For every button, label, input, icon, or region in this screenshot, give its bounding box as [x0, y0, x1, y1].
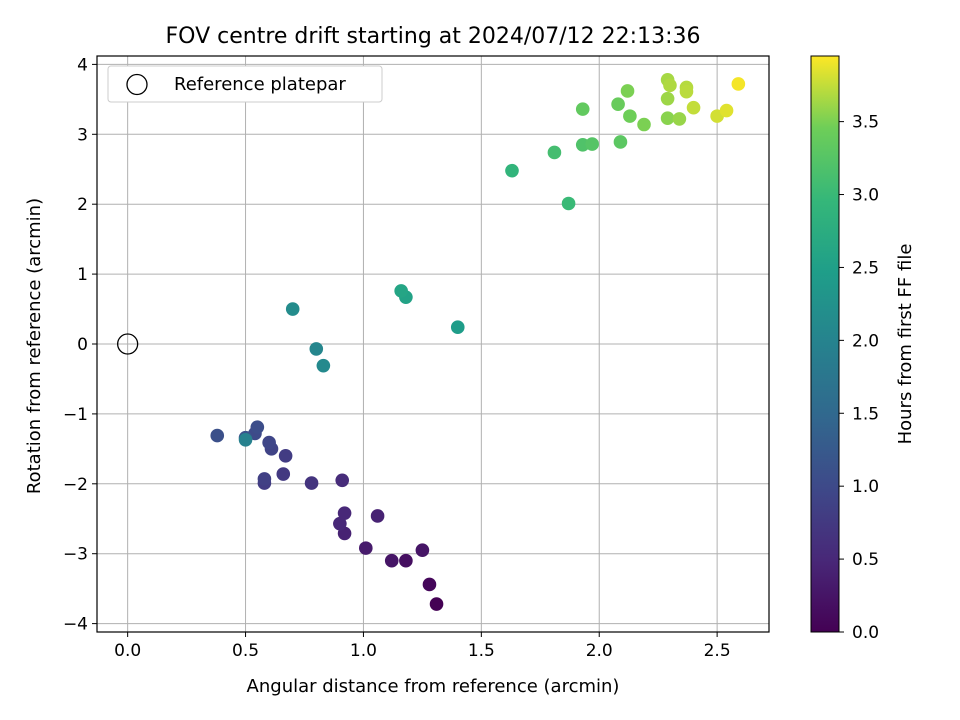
data-point [679, 84, 694, 99]
y-tick-label: 3 [77, 125, 88, 145]
x-tick-label: 2.0 [586, 641, 613, 661]
data-point [620, 84, 635, 98]
chart-title: FOV centre drift starting at 2024/07/12 … [166, 24, 701, 49]
colorbar-tick-label: 2.0 [852, 331, 879, 351]
colorbar-tick-label: 0.0 [852, 623, 879, 643]
data-point [611, 97, 625, 112]
colorbar-tick-label: 1.5 [852, 404, 879, 424]
data-point [415, 543, 430, 558]
data-point [316, 358, 331, 373]
reference-platepar-marker [117, 333, 139, 355]
data-point [686, 100, 701, 115]
data-point [547, 145, 562, 160]
y-tick-label: 0 [77, 335, 88, 355]
y-tick-label: 1 [77, 265, 88, 285]
data-point [613, 135, 628, 149]
colorbar-tick-label: 3.0 [852, 186, 879, 206]
data-point [429, 597, 444, 611]
data-point [394, 284, 408, 298]
x-tick-label: 2.5 [704, 641, 731, 661]
data-point [399, 553, 413, 568]
data-point [672, 112, 687, 126]
plot-frame [96, 55, 770, 633]
y-tick-label: −3 [63, 545, 88, 565]
data-point [257, 472, 272, 486]
data-point [422, 577, 437, 592]
data-point [660, 91, 675, 106]
data-point [384, 553, 399, 568]
data-point [335, 473, 350, 488]
data-point [276, 467, 291, 481]
data-point [309, 342, 324, 356]
data-point [731, 77, 746, 91]
data-point [637, 117, 651, 132]
data-point [663, 78, 677, 93]
data-point [561, 196, 576, 211]
legend-marker-reference [126, 73, 148, 96]
data-point [370, 509, 385, 523]
colorbar-label: Hours from first FF file [895, 244, 916, 445]
legend: Reference platepar [107, 65, 383, 103]
legend-box [107, 65, 383, 103]
y-tick-label: 4 [77, 55, 88, 75]
data-point [505, 163, 519, 178]
x-tick-label: 1.5 [468, 641, 495, 661]
data-point [359, 541, 373, 555]
y-tick-label: 2 [77, 195, 88, 215]
data-point [450, 320, 465, 335]
y-axis-ticks: −4 −3 −2 −1 0 1 2 3 4 [63, 55, 97, 635]
colorbar-tick-label: 0.5 [852, 550, 879, 570]
colorbar-tick-label: 1.0 [852, 477, 879, 497]
x-tick-label: 1.0 [350, 641, 377, 661]
colorbar-tick-label: 2.5 [852, 258, 879, 278]
data-point [210, 428, 225, 443]
colorbar-ticks: 0.0 0.5 1.0 1.5 2.0 2.5 3.0 3.5 [839, 113, 879, 643]
data-point [333, 516, 347, 531]
colorbar-tick-label: 3.5 [852, 113, 879, 133]
x-tick-label: 0.5 [232, 641, 259, 661]
grid-lines [97, 56, 769, 632]
data-point [337, 506, 352, 520]
data-point [660, 111, 675, 126]
colorbar-gradient [810, 55, 840, 633]
legend-label-reference: Reference platepar [174, 74, 346, 95]
data-points [210, 72, 746, 611]
data-point [238, 432, 253, 447]
y-tick-label: −4 [63, 615, 88, 635]
data-point [304, 476, 319, 490]
y-tick-label: −2 [63, 475, 88, 495]
data-point [262, 435, 276, 450]
y-axis-label: Rotation from reference (arcmin) [24, 198, 45, 494]
data-point [278, 449, 293, 463]
data-point [575, 102, 590, 116]
x-axis-ticks: 0.0 0.5 1.0 1.5 2.0 2.5 [114, 632, 731, 661]
colorbar: 0.0 0.5 1.0 1.5 2.0 2.5 3.0 3.5 Hours from firs… [810, 55, 916, 643]
y-tick-label: −1 [63, 405, 88, 425]
x-tick-label: 0.0 [114, 641, 141, 661]
x-axis-label: Angular distance from reference (arcmin) [247, 676, 620, 697]
data-point [285, 302, 300, 316]
data-point [623, 109, 637, 123]
data-point [250, 420, 265, 434]
data-point [719, 103, 734, 118]
reference-marker [117, 333, 139, 355]
data-point [585, 137, 599, 151]
